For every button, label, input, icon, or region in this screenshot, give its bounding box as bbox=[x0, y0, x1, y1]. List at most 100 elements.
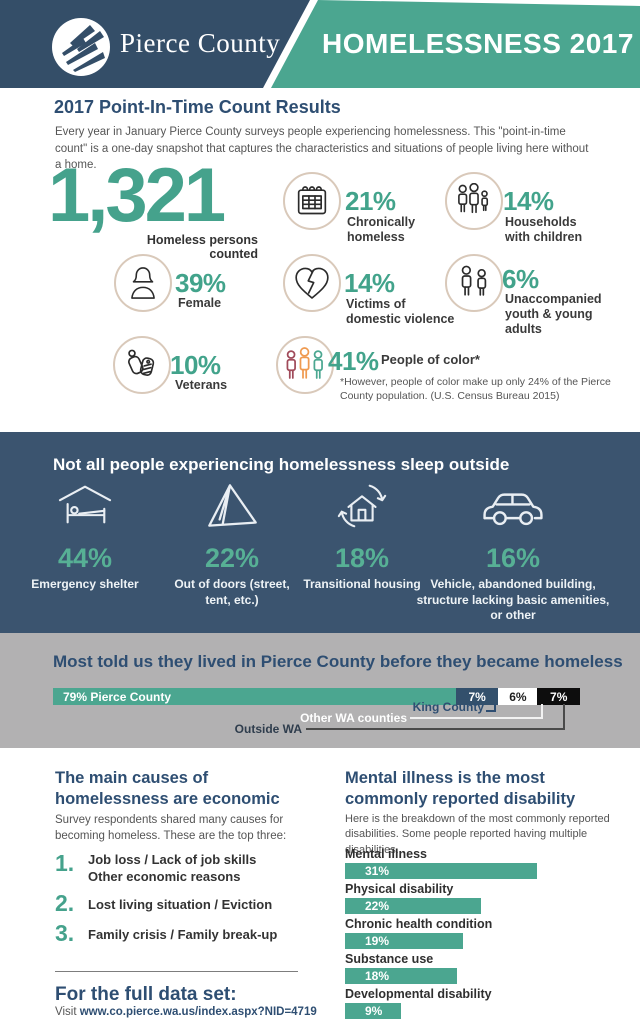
homeless-count: 1,321 bbox=[48, 153, 226, 238]
stat-value: 14% bbox=[344, 268, 395, 298]
disability-row: Developmental disability 9% bbox=[345, 987, 492, 1019]
stat-value: 41% bbox=[328, 346, 379, 376]
stat-label: People of color* bbox=[381, 352, 480, 367]
stat-label: Female bbox=[178, 296, 222, 310]
disability-bar: 31% bbox=[345, 863, 538, 879]
youth-pair-icon bbox=[461, 265, 487, 296]
female-icon bbox=[131, 267, 155, 299]
stat-value: 21% bbox=[345, 186, 396, 216]
stat-value: 6% bbox=[502, 264, 539, 294]
homeless-count-label: Homeless persons counted bbox=[146, 233, 258, 261]
disability-label: Physical disability bbox=[345, 882, 454, 896]
header-teal-panel bbox=[271, 0, 640, 88]
shelter-value: 16% bbox=[485, 543, 541, 573]
disability-bar: 9% bbox=[345, 1003, 401, 1019]
cause-rank: 3. bbox=[55, 920, 75, 946]
disability-pct: 9% bbox=[365, 1003, 383, 1018]
shelter-item-outdoors: 22% Out of doors (street, tent, etc.) bbox=[162, 478, 302, 608]
callout-connector bbox=[410, 704, 543, 719]
stat-label: Unaccompanied youth & young adults bbox=[505, 292, 602, 336]
disability-row: Substance use 18% bbox=[345, 952, 457, 984]
shelter-label: Transitional housing bbox=[303, 577, 421, 591]
stat-label: Households with children bbox=[505, 215, 583, 244]
origin-heading: Most told us they lived in Pierce County… bbox=[53, 652, 623, 671]
origin-stacked-bar: 79% Pierce County 7% 6% 7% bbox=[53, 688, 580, 705]
causes-heading: The main causes of homelessness are econ… bbox=[55, 769, 280, 809]
shelter-item-transitional: 18% Transitional housing bbox=[297, 478, 427, 593]
cause-item: Lost living situation / Eviction bbox=[88, 897, 273, 912]
car-icon bbox=[483, 493, 543, 526]
people-of-color-footnote: *However, people of color make up only 2… bbox=[340, 376, 611, 403]
shelter-value: 22% bbox=[204, 543, 260, 573]
shelter-value: 18% bbox=[334, 543, 390, 573]
bar-segment-king-county: 7% bbox=[455, 688, 499, 705]
callout-other-wa-counties: Other WA counties bbox=[300, 711, 407, 725]
stat-value: 10% bbox=[170, 350, 221, 380]
shelter-label: Out of doors (street, tent, etc.) bbox=[174, 577, 290, 607]
stat-value: 14% bbox=[503, 186, 554, 216]
disability-pct: 18% bbox=[365, 968, 390, 983]
disability-pct: 19% bbox=[365, 933, 390, 948]
data-set-link[interactable]: www.co.pierce.wa.us/index.aspx?NID=4719 bbox=[79, 1006, 317, 1018]
family-icon bbox=[458, 183, 489, 214]
disability-bar: 22% bbox=[345, 898, 482, 914]
disability-pct: 22% bbox=[365, 898, 390, 913]
stat-label: Victims of domestic violence bbox=[346, 297, 455, 326]
disability-row: Mental illness 31% bbox=[345, 847, 538, 879]
disability-row: Physical disability 22% bbox=[345, 882, 482, 914]
disability-bar: 19% bbox=[345, 933, 463, 949]
bed-icon bbox=[58, 485, 112, 524]
callout-connector bbox=[486, 704, 496, 712]
callout-connector bbox=[306, 704, 565, 730]
intro-heading: 2017 Point-In-Time Count Results bbox=[54, 97, 341, 117]
cause-line: Other economic reasons bbox=[88, 869, 241, 885]
stat-label: Chronically homeless bbox=[347, 215, 416, 244]
callout-outside-wa: Outside WA bbox=[234, 722, 302, 736]
calendar-icon bbox=[297, 186, 327, 215]
shelter-section bbox=[0, 432, 640, 633]
disability-row: Chronic health condition 19% bbox=[345, 917, 492, 949]
cause-rank: 1. bbox=[55, 850, 75, 876]
causes-body-text: Survey respondents shared many causes fo… bbox=[55, 814, 287, 843]
broken-heart-icon bbox=[295, 267, 329, 299]
stat-circle bbox=[276, 336, 334, 394]
callout-king-county: King County bbox=[412, 700, 484, 714]
visit-prefix: Visit bbox=[55, 1006, 80, 1018]
stat-label: Veterans bbox=[175, 378, 228, 392]
shelter-heading: Not all people experiencing homelessness… bbox=[53, 455, 510, 474]
stat-circle bbox=[113, 336, 171, 394]
pierce-county-logo-icon bbox=[52, 18, 110, 76]
intro-body-text: Every year in January Pierce County surv… bbox=[55, 126, 589, 172]
shelter-value: 44% bbox=[57, 543, 113, 573]
stat-circle bbox=[445, 172, 503, 230]
stat-value: 39% bbox=[175, 268, 226, 298]
dog-tags-icon bbox=[127, 349, 155, 376]
stat-circle bbox=[445, 254, 503, 312]
full-data-heading: For the full data set: bbox=[55, 984, 237, 1005]
disability-pct: 31% bbox=[365, 863, 390, 878]
stat-circle bbox=[114, 254, 172, 312]
shelter-item-vehicle: 16% Vehicle, abandoned building, structu… bbox=[413, 478, 613, 624]
transitional-housing-icon bbox=[337, 484, 387, 528]
cause-rank: 2. bbox=[55, 890, 75, 916]
disabilities-heading: Mental illness is the most commonly repo… bbox=[345, 769, 576, 809]
page-title: HOMELESSNESS 2017 bbox=[322, 28, 634, 59]
visit-line: Visit www.co.pierce.wa.us/index.aspx?NID… bbox=[55, 1006, 317, 1018]
header-navy-panel bbox=[0, 0, 310, 88]
stat-circle bbox=[283, 172, 341, 230]
disability-bar: 18% bbox=[345, 968, 457, 984]
shelter-label: Emergency shelter bbox=[31, 577, 139, 591]
cause-line: Job loss / Lack of job skills bbox=[88, 852, 257, 867]
stat-circle bbox=[283, 254, 341, 312]
people-of-color-icon bbox=[286, 347, 323, 379]
disability-label: Developmental disability bbox=[345, 987, 492, 1001]
divider-line bbox=[55, 971, 298, 972]
cause-item: Family crisis / Family break-up bbox=[88, 927, 278, 942]
bar-segment-outside-wa: 7% bbox=[537, 688, 580, 705]
bar-segment-pierce-county: 79% Pierce County bbox=[53, 688, 456, 705]
cause-item: Job loss / Lack of job skills Other econ… bbox=[88, 851, 298, 885]
disability-label: Mental illness bbox=[345, 847, 427, 861]
logo-wordmark: Pierce County bbox=[120, 28, 281, 58]
shelter-label: Vehicle, abandoned building, structure l… bbox=[416, 577, 610, 623]
